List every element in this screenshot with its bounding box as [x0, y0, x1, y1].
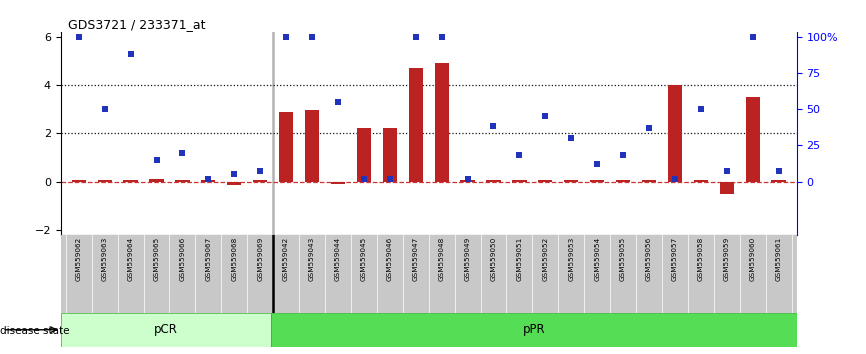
Bar — [175, 180, 190, 182]
Text: GSM559045: GSM559045 — [361, 237, 367, 281]
Bar — [383, 129, 397, 182]
Text: GSM559063: GSM559063 — [101, 237, 107, 281]
Bar — [305, 110, 320, 182]
Point — [409, 34, 423, 40]
Bar — [279, 112, 294, 182]
Point — [487, 124, 501, 129]
Text: GSM559052: GSM559052 — [542, 237, 548, 281]
Text: GSM559065: GSM559065 — [153, 237, 159, 281]
Bar — [772, 180, 785, 182]
Point — [98, 106, 112, 112]
Text: GSM559066: GSM559066 — [179, 237, 185, 281]
Point — [253, 169, 267, 174]
Text: GSM559060: GSM559060 — [750, 237, 756, 281]
Bar — [513, 180, 527, 182]
Text: GSM559062: GSM559062 — [75, 237, 81, 281]
Text: GSM559057: GSM559057 — [672, 237, 678, 281]
Text: GSM559049: GSM559049 — [464, 237, 470, 281]
Point — [383, 176, 397, 182]
Bar — [271, 313, 797, 347]
Bar — [461, 180, 475, 182]
Point — [279, 34, 293, 40]
Point — [772, 169, 785, 174]
Bar — [694, 180, 708, 182]
Text: disease state: disease state — [0, 326, 69, 336]
Text: GSM559046: GSM559046 — [387, 237, 393, 281]
Bar — [668, 85, 682, 182]
Point — [513, 153, 527, 158]
Text: GSM559051: GSM559051 — [516, 237, 522, 281]
Bar — [564, 180, 578, 182]
Bar — [746, 97, 759, 182]
Point — [461, 176, 475, 182]
Text: pCR: pCR — [154, 323, 178, 336]
Text: GSM559053: GSM559053 — [568, 237, 574, 281]
Bar — [253, 180, 268, 182]
Bar — [72, 180, 86, 182]
Bar — [538, 180, 553, 182]
Point — [746, 34, 759, 40]
Bar — [61, 313, 271, 347]
Text: pPR: pPR — [522, 323, 545, 336]
Text: GSM559056: GSM559056 — [646, 237, 652, 281]
Text: GSM559059: GSM559059 — [724, 237, 730, 281]
Point — [642, 125, 656, 131]
Point — [694, 106, 708, 112]
Text: GSM559050: GSM559050 — [490, 237, 496, 281]
Point — [435, 34, 449, 40]
Bar — [98, 180, 112, 182]
Point — [668, 176, 682, 182]
Point — [305, 34, 319, 40]
Point — [720, 169, 734, 174]
Point — [591, 161, 604, 167]
Text: GSM559055: GSM559055 — [620, 237, 626, 281]
Text: GSM559068: GSM559068 — [231, 237, 237, 281]
Bar — [357, 129, 371, 182]
Point — [202, 176, 216, 182]
Text: GSM559054: GSM559054 — [594, 237, 600, 281]
Text: GSM559042: GSM559042 — [283, 237, 289, 281]
Point — [616, 153, 630, 158]
Bar — [435, 63, 449, 182]
Point — [539, 114, 553, 119]
Point — [72, 34, 86, 40]
Bar — [642, 180, 656, 182]
Bar — [590, 180, 604, 182]
Point — [176, 150, 190, 155]
Point — [228, 171, 242, 177]
Bar — [487, 180, 501, 182]
Bar — [150, 179, 164, 182]
Bar — [720, 182, 734, 194]
Text: GSM559061: GSM559061 — [776, 237, 782, 281]
Bar — [227, 182, 242, 185]
Bar — [409, 68, 423, 182]
Text: GSM559067: GSM559067 — [205, 237, 211, 281]
Text: GSM559064: GSM559064 — [127, 237, 133, 281]
Text: GSM559058: GSM559058 — [698, 237, 704, 281]
Text: GSM559047: GSM559047 — [413, 237, 418, 281]
Bar — [201, 180, 216, 182]
Text: GDS3721 / 233371_at: GDS3721 / 233371_at — [68, 18, 205, 31]
Point — [357, 176, 371, 182]
Point — [331, 99, 345, 105]
Bar — [616, 180, 630, 182]
Point — [150, 157, 164, 162]
Text: GSM559043: GSM559043 — [309, 237, 315, 281]
Point — [124, 51, 138, 57]
Text: GSM559069: GSM559069 — [257, 237, 263, 281]
Text: GSM559044: GSM559044 — [335, 237, 341, 281]
Bar — [331, 182, 345, 184]
Bar — [124, 180, 138, 182]
Point — [565, 135, 578, 141]
Text: GSM559048: GSM559048 — [439, 237, 444, 281]
